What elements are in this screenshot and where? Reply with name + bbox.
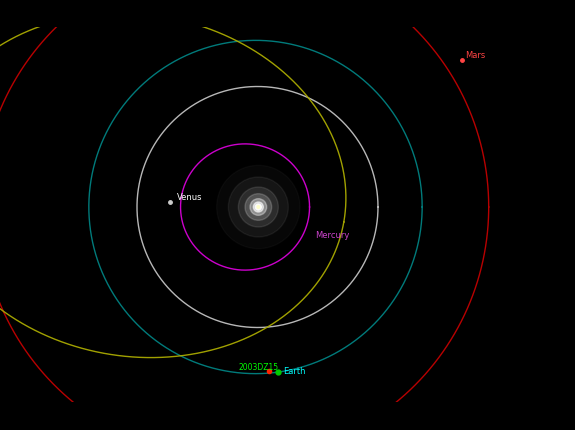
Circle shape <box>228 178 288 237</box>
Circle shape <box>257 206 260 209</box>
Circle shape <box>254 203 263 212</box>
Text: Mars: Mars <box>465 51 485 60</box>
Text: Mercury: Mercury <box>315 230 350 240</box>
Text: Earth: Earth <box>283 366 306 375</box>
Text: Venus: Venus <box>177 192 202 201</box>
Text: 2003DZ15: 2003DZ15 <box>238 362 278 371</box>
Circle shape <box>238 187 278 227</box>
Circle shape <box>245 194 271 221</box>
Circle shape <box>255 205 261 211</box>
Circle shape <box>256 206 260 209</box>
Circle shape <box>250 199 267 216</box>
